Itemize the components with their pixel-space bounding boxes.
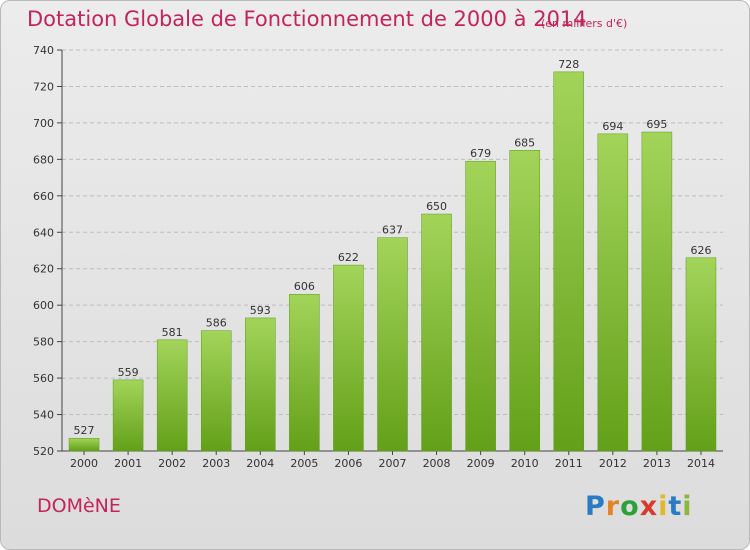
data-label-2001: 559 [118,366,139,379]
x-tick-label-2004: 2004 [246,457,274,470]
logo-letter: t [668,491,683,522]
data-label-2000: 527 [74,424,95,437]
y-tick-label: 660 [33,190,54,203]
data-label-2007: 637 [382,224,403,237]
bar-2002 [156,339,188,452]
y-tick-label: 540 [33,409,54,422]
data-label-2012: 694 [602,120,623,133]
data-label-2013: 695 [646,118,667,131]
data-label-2004: 593 [250,304,271,317]
commune-name: DOMèNE [37,495,121,517]
bar-2005 [289,293,320,452]
bar-2009 [465,160,496,452]
x-tick-label-2013: 2013 [643,457,671,470]
bar-2006 [333,264,364,452]
x-tick-label-2014: 2014 [687,457,715,470]
bar-2010 [509,150,540,452]
y-tick-label: 640 [33,226,54,239]
logo-letter: i [682,491,693,522]
bar-2014 [685,257,717,452]
data-label-2005: 606 [294,280,315,293]
chart-title: Dotation Globale de Fonctionnement de 20… [27,7,587,31]
data-label-2010: 685 [514,136,535,149]
data-label-2002: 581 [162,326,183,339]
x-tick-label-2010: 2010 [511,457,539,470]
bar-2001 [112,379,144,452]
logo-letter: P [585,491,606,522]
y-tick-label: 560 [33,372,54,385]
bar-2000 [68,437,100,452]
data-label-2003: 586 [206,317,227,330]
x-tick-label-2011: 2011 [555,457,583,470]
x-tick-label-2007: 2007 [379,457,407,470]
data-label-2006: 622 [338,251,359,264]
chart-subtitle: (en milliers d'€) [541,17,628,30]
x-tick-label-2012: 2012 [599,457,627,470]
y-tick-label: 680 [33,153,54,166]
x-tick-label-2002: 2002 [158,457,186,470]
y-tick-label: 520 [33,445,54,458]
x-tick-label-2003: 2003 [202,457,230,470]
y-tick-label: 620 [33,263,54,276]
proxiti-logo[interactable]: Proxiti [585,491,693,522]
x-tick-label-2000: 2000 [70,457,98,470]
x-tick-label-2009: 2009 [467,457,495,470]
x-tick-label-2001: 2001 [114,457,142,470]
logo-letter: o [620,491,640,522]
logo-letter: x [639,491,659,522]
x-tick-label-2008: 2008 [423,457,451,470]
y-tick-label: 700 [33,117,54,130]
bar-2003 [200,330,232,452]
logo-letter: i [658,491,669,522]
y-tick-label: 580 [33,336,54,349]
y-tick-label: 720 [33,80,54,93]
bar-2007 [377,237,408,452]
logo-letter: r [605,491,621,522]
bar-2004 [245,317,276,452]
y-tick-label: 600 [33,299,54,312]
data-label-2014: 626 [690,244,711,257]
data-label-2008: 650 [426,200,447,213]
data-label-2011: 728 [558,58,579,71]
bar-2013 [641,131,673,452]
bar-2012 [597,133,629,452]
bar-2011 [553,71,585,452]
y-tick-label: 740 [33,44,54,57]
x-tick-label-2006: 2006 [334,457,362,470]
bar-2008 [421,213,452,452]
x-tick-label-2005: 2005 [290,457,318,470]
data-label-2009: 679 [470,147,491,160]
